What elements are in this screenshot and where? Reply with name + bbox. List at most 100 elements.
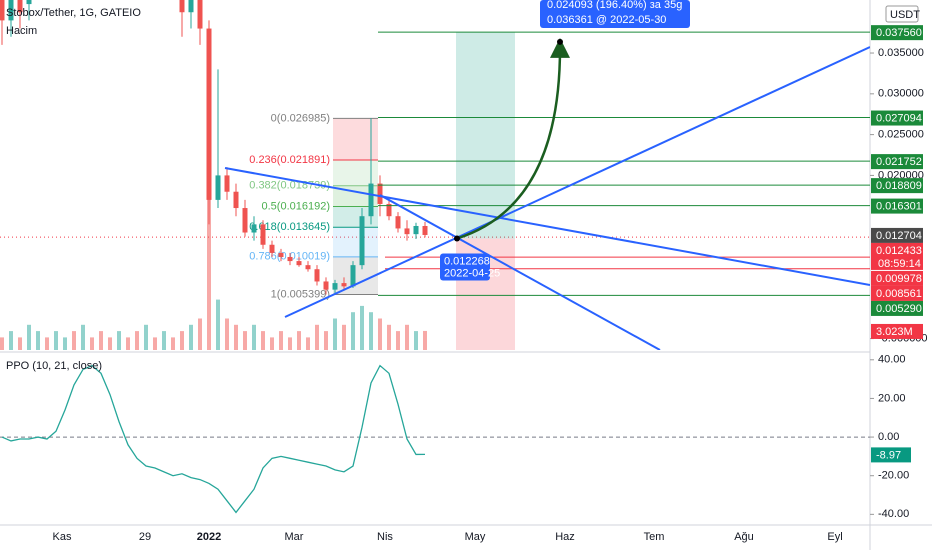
volume-bar [423,330,427,350]
trend-line [224,167,870,286]
fib-band [333,206,378,228]
candle-body [422,225,428,235]
volume-bar [153,337,157,350]
candle-body [368,183,374,217]
candle-body [404,228,410,235]
candle-body [215,175,221,200]
volume-bar [261,331,265,350]
currency-label: USDT [890,9,920,21]
volume-bar [216,299,220,350]
volume-bar [324,331,328,350]
candle-body [305,265,311,270]
candle-body [323,281,329,290]
target-sub: 0.036361 @ 2022-05-30 [547,14,666,26]
price-countdown: 08:59:14 [878,258,921,270]
candle-body [296,261,302,266]
volume-bar [369,312,373,350]
target-text: 0.024093 (196.40%) за 35g [547,0,682,11]
volume-bar [288,337,292,350]
price-tag-label: 0.009978 [876,273,922,285]
volume-bar [81,324,85,350]
target-label-box [540,0,690,28]
ppo-pane [0,364,870,514]
price-tag [871,25,923,41]
candle-body [179,0,185,13]
volume-bar [378,318,382,350]
time-label: 2022 [197,531,221,543]
ppo-tick-label: -20.00 [878,470,909,482]
profit-zone [456,32,515,239]
candle-body [413,225,419,235]
price-tag [871,227,923,243]
volume-bar [405,324,409,350]
volume-bar [306,337,310,350]
price-tag-label: 0.012433 [876,245,922,257]
volume-bar [27,324,31,350]
candle-body [8,0,14,21]
candle-body [242,208,248,233]
fib-label: 0.5(0.016192) [262,200,331,212]
fib-label: 0.236(0.021891) [249,154,330,166]
entry-label-box [440,253,490,281]
fib-label: 0(0.026985) [271,112,330,124]
price-tag [871,270,923,286]
volume-bar [315,324,319,350]
ppo-value-label: -8.97 [876,449,901,461]
time-label: Mar [285,531,304,543]
volume-bar [225,318,229,350]
candle-body [341,283,347,287]
volume-bar [144,324,148,350]
entry-price: 0.012268 [444,255,490,267]
time-label: Nis [377,531,393,543]
time-label: Kas [53,531,72,543]
price-tag [871,198,923,214]
volume-bar [198,318,202,350]
volume-bar [90,337,94,350]
candle-body [269,244,275,253]
fib-band [333,185,378,207]
ppo-tick-label: -40.00 [878,508,909,520]
price-tag [871,110,923,126]
ppo-tick-label: 20.00 [878,392,906,404]
price-tick-label: 0.030000 [878,88,924,100]
symbol-title: Stobox/Tether, 1G, GATEIO [6,7,141,19]
entry-point [454,235,460,242]
volume-bar [18,337,22,350]
volume-bar [54,331,58,350]
price-tag-label: 0.016301 [876,200,922,212]
volume-bar [234,324,238,350]
price-tag-label: 0.027094 [876,112,922,124]
fib-band [333,227,378,257]
volume-bar [243,331,247,350]
price-tag-label: 0.005290 [876,303,922,315]
volume-bar [72,331,76,350]
volume-bar [351,312,355,350]
trend-line [284,46,870,318]
price-tag [871,285,923,301]
volume-bar [387,324,391,350]
candle-body [26,0,32,5]
volume-title: Hacim [6,25,37,37]
candle-body [332,283,338,290]
price-tag [871,300,923,316]
candle-body [386,203,392,217]
candle-body [377,183,383,204]
volume-bar [279,331,283,350]
price-tick-label: 0.035000 [878,47,924,59]
volume-bar [36,331,40,350]
fib-label: 1(0.005399) [271,288,330,300]
volume-bar [180,331,184,350]
candle-body [359,216,365,266]
volume-bar [0,337,4,350]
volume-bar [270,337,274,350]
price-tag [871,242,923,270]
ppo-tick-label: 0.00 [878,431,899,443]
time-label: Eyl [827,531,842,543]
price-tag-label: 0.012704 [876,230,922,242]
candle-body [0,0,5,21]
price-tick-label: 0.025000 [878,129,924,141]
volume-bar [45,337,49,350]
volume-bar [297,331,301,350]
time-label: May [465,531,486,543]
candle-body [224,175,230,192]
